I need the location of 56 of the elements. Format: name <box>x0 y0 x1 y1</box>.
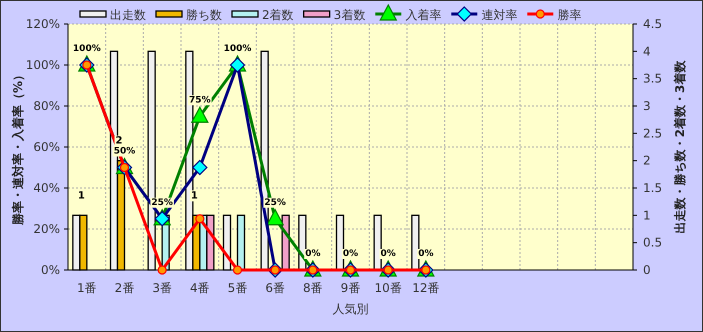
data-label: 2 <box>116 136 123 147</box>
y-tick-label: 0% <box>40 263 60 277</box>
x-tick-label: 2番 <box>114 281 134 295</box>
y-tick-label: 60% <box>33 140 60 154</box>
point <box>266 209 284 226</box>
point <box>158 265 167 275</box>
y-axis-title: 勝率・連対率・入着率（%） <box>11 68 25 226</box>
y-tick-label: 80% <box>33 99 60 113</box>
x-tick-label: 8番 <box>303 281 323 295</box>
y2-tick-label: 2.5 <box>643 126 662 140</box>
legend-label: 出走数 <box>110 8 146 22</box>
y2-tick-label: 1.5 <box>643 181 662 195</box>
x-tick-label: 9番 <box>340 281 360 295</box>
legend-label: 2着数 <box>262 8 294 22</box>
data-label: 0% <box>418 249 434 259</box>
data-label: 75% <box>189 95 211 106</box>
x-tick-label: 1番 <box>77 281 97 295</box>
point <box>195 214 204 224</box>
point <box>192 160 208 176</box>
y-tick-label: 40% <box>33 181 60 195</box>
data-label: 50% <box>114 146 136 156</box>
legend-label: 勝率 <box>557 8 582 22</box>
point <box>232 265 242 275</box>
y2-tick-label: 0 <box>643 263 651 277</box>
data-label: 0% <box>305 249 320 259</box>
legend-label: 勝ち数 <box>186 8 222 22</box>
legend-label: 3着数 <box>334 8 366 22</box>
x-tick-label: 12番 <box>412 281 440 295</box>
data-label: 100% <box>224 44 252 54</box>
x-tick-label: 10番 <box>374 281 402 295</box>
y2-tick-label: 1 <box>643 208 651 222</box>
y2-tick-label: 3 <box>643 99 651 113</box>
y2-tick-label: 4.5 <box>643 17 662 31</box>
y2-tick-label: 3.5 <box>643 72 662 86</box>
data-label: 1 <box>190 190 198 202</box>
y-tick-label: 120% <box>26 17 60 31</box>
y-tick-label: 100% <box>26 58 60 72</box>
data-label: 1 <box>78 190 85 202</box>
x-tick-label: 5番 <box>228 281 248 295</box>
legend-label: 連対率 <box>481 8 518 22</box>
y-tick-label: 20% <box>33 222 60 236</box>
x-tick-label: 6番 <box>265 281 285 295</box>
x-tick-label: 4番 <box>190 281 210 295</box>
y2-tick-label: 0.5 <box>643 236 662 250</box>
point <box>191 106 208 123</box>
data-label: 0% <box>342 249 358 259</box>
y2-tick-label: 2 <box>643 154 651 168</box>
data-label: 100% <box>72 44 101 54</box>
data-label: 25% <box>151 198 173 208</box>
x-axis-title: 人気別 <box>332 302 368 316</box>
data-label: 0% <box>380 249 396 259</box>
legend-label: 入着率 <box>405 8 442 22</box>
y2-tick-label: 4 <box>643 44 651 58</box>
data-label: 25% <box>264 198 286 208</box>
x-tick-label: 3番 <box>152 281 172 295</box>
y2-axis-title: 出走数・勝ち数・2着数・3着数 <box>673 60 687 234</box>
